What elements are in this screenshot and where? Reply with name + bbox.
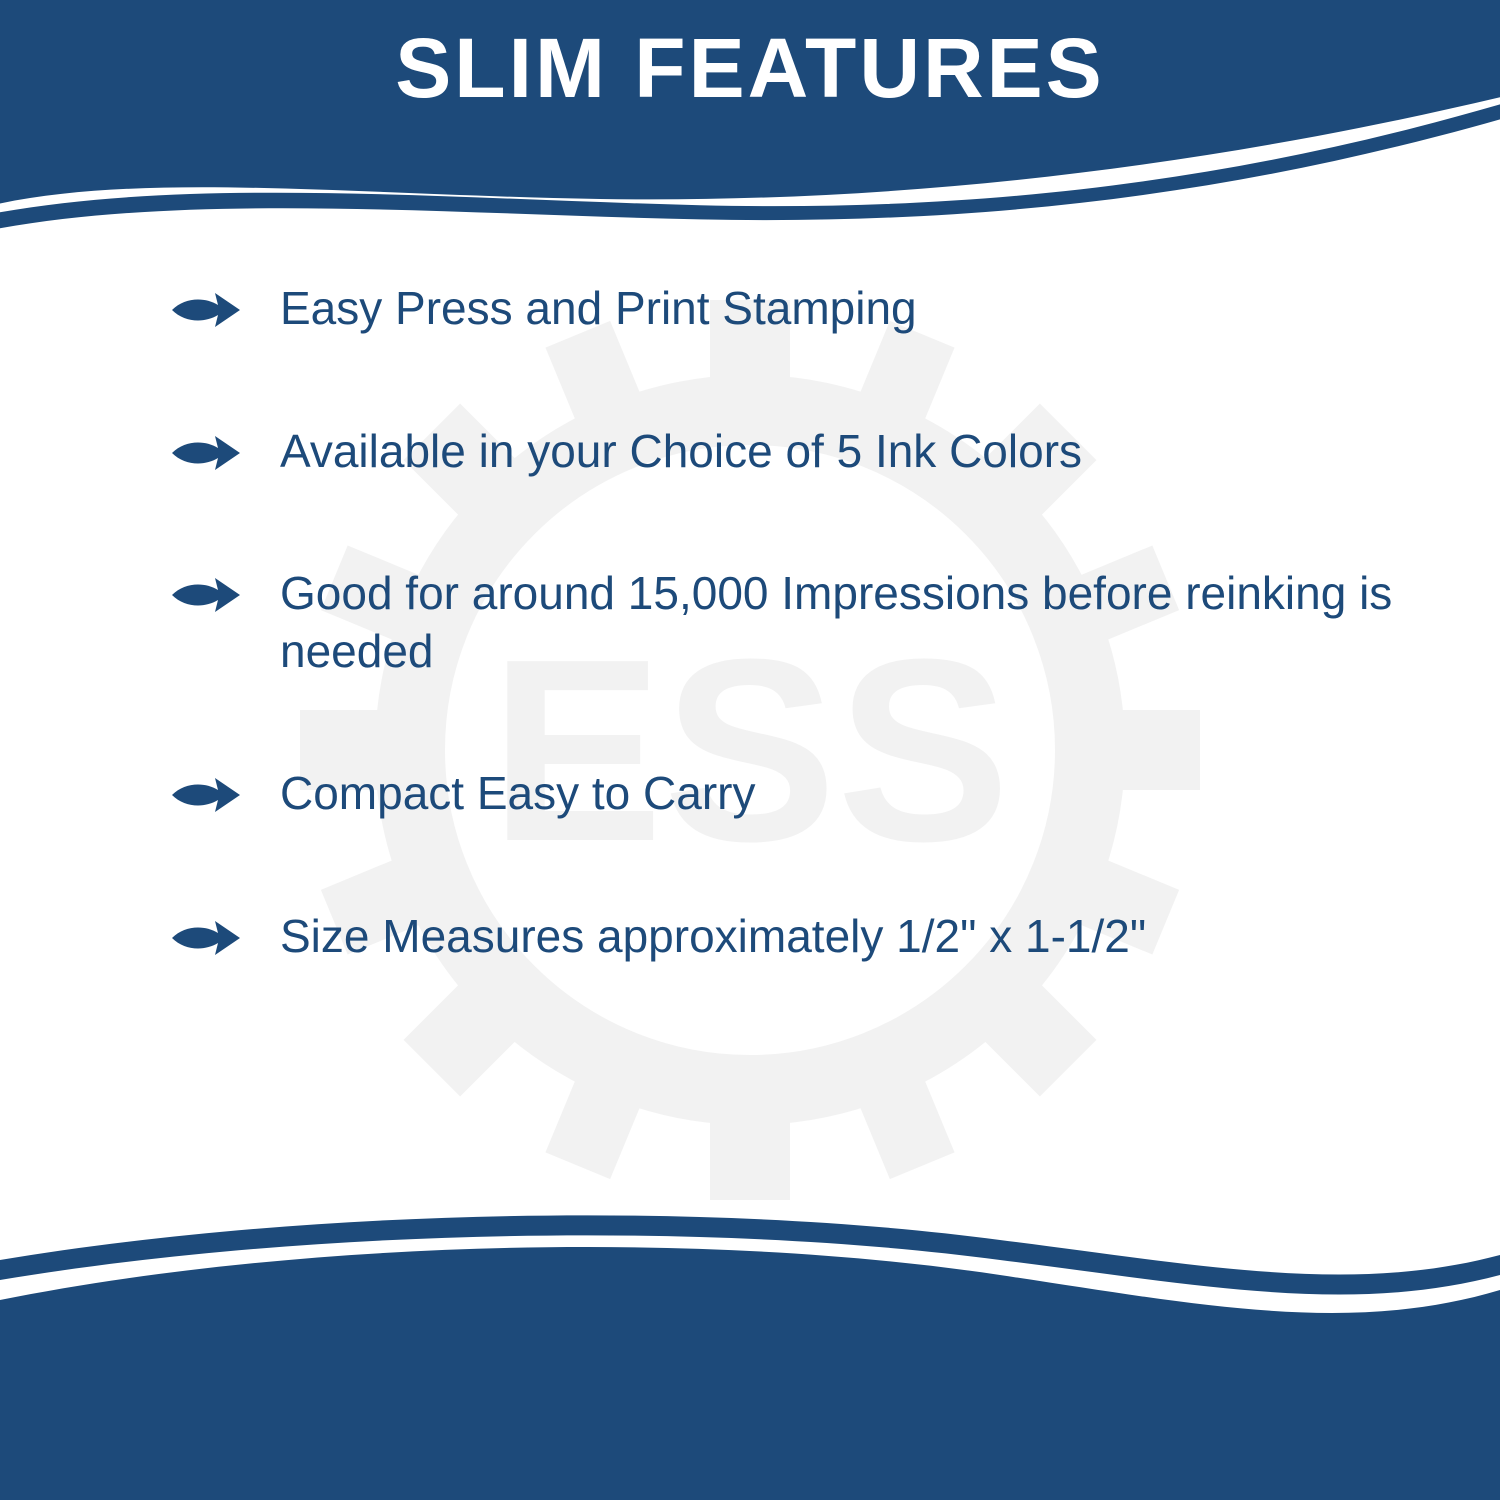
feature-text: Easy Press and Print Stamping [280, 280, 917, 338]
feature-text: Good for around 15,000 Impressions befor… [280, 565, 1420, 680]
footer-band [0, 1200, 1500, 1500]
arrow-right-icon [170, 285, 240, 335]
infographic-container: ESS SLIM FEATURES Easy Press and Print S… [0, 0, 1500, 1500]
arrow-right-icon [170, 770, 240, 820]
header-band: SLIM FEATURES [0, 0, 1500, 230]
feature-item: Easy Press and Print Stamping [170, 280, 1420, 338]
feature-item: Available in your Choice of 5 Ink Colors [170, 423, 1420, 481]
features-list: Easy Press and Print Stamping Available … [170, 280, 1420, 1050]
feature-text: Size Measures approximately 1/2" x 1-1/2… [280, 908, 1146, 966]
feature-item: Good for around 15,000 Impressions befor… [170, 565, 1420, 680]
arrow-right-icon [170, 913, 240, 963]
feature-item: Size Measures approximately 1/2" x 1-1/2… [170, 908, 1420, 966]
arrow-right-icon [170, 570, 240, 620]
feature-text: Available in your Choice of 5 Ink Colors [280, 423, 1082, 481]
page-title: SLIM FEATURES [0, 20, 1500, 117]
feature-item: Compact Easy to Carry [170, 765, 1420, 823]
feature-text: Compact Easy to Carry [280, 765, 755, 823]
arrow-right-icon [170, 428, 240, 478]
